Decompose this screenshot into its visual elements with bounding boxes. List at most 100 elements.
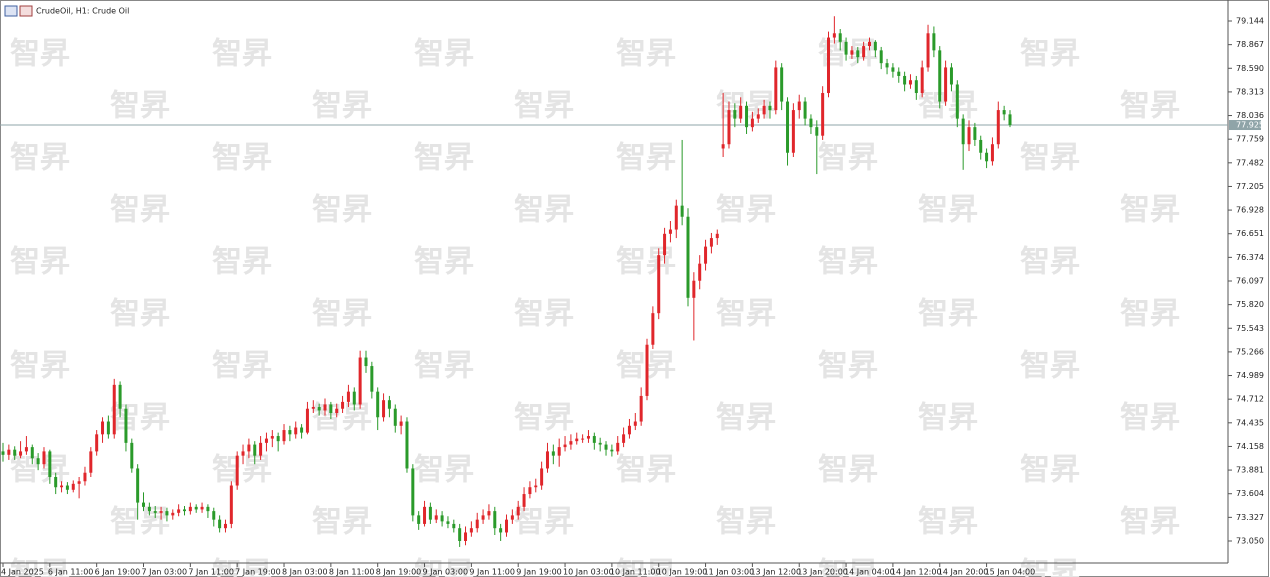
watermark: 智昇 [818,245,878,280]
watermark: 智昇 [110,505,170,540]
candle-body [663,233,667,256]
candle-body [77,481,81,484]
candle-body [36,458,40,465]
x-tick-label: 6 Jan 19:00 [95,568,141,577]
candle-body [458,528,462,541]
watermark: 智昇 [414,245,474,280]
x-tick-label: 14 Jan 20:00 [938,568,989,577]
candle-body [428,506,432,520]
watermark: 智昇 [10,141,70,176]
x-tick-label: 9 Jan 03:00 [423,568,469,577]
candle-body [745,105,749,128]
candle-body [967,127,971,145]
candle-body [791,110,795,153]
candle-body [867,41,871,47]
chart-title: CrudeOil, H1: Crude Oil [36,7,129,16]
y-tick-label: 75.820 [1236,300,1264,309]
candle-body [873,41,877,51]
watermark: 智昇 [110,89,170,124]
watermark: 智昇 [1120,505,1180,540]
candle-body [885,63,889,68]
candle-body [253,444,257,456]
candle-body [1008,114,1012,126]
candle-body [996,110,1000,145]
candle-body [136,468,140,503]
candle-body [528,487,532,495]
candle-body [786,101,790,153]
candle-body [774,67,778,111]
candle-body [270,436,274,439]
watermark: 智昇 [1020,37,1080,72]
watermark: 智昇 [212,37,272,72]
candle-body [7,449,11,455]
watermark: 智昇 [918,401,978,436]
candle-body [680,205,684,217]
watermark: 智昇 [616,37,676,72]
watermark: 智昇 [616,141,676,176]
candle-body [926,33,930,68]
candle-body [235,455,239,486]
candle-body [499,528,503,533]
x-tick-label: 10 Jan 19:00 [657,568,708,577]
watermark: 智昇 [110,297,170,332]
candle-body [862,46,866,58]
candle-body [177,509,181,513]
candle-body [522,494,526,507]
x-tick-label: 7 Jan 19:00 [235,568,281,577]
watermark: 智昇 [818,349,878,384]
y-tick-label: 77.482 [1236,158,1264,167]
candle-body [903,75,907,85]
y-tick-label: 79.144 [1236,17,1264,26]
y-tick-label: 78.867 [1236,40,1264,49]
candle-body [24,447,28,452]
candle-body [955,84,959,119]
candle-body [341,401,345,409]
x-tick-label: 7 Jan 03:00 [142,568,188,577]
candle-body [42,451,46,465]
candle-body [352,391,356,405]
watermark: 智昇 [1020,557,1080,577]
watermark: 智昇 [312,505,372,540]
watermark: 智昇 [414,37,474,72]
candle-body [598,442,602,445]
candle-body [592,436,596,443]
candle-body [545,451,549,469]
y-tick-label: 77.759 [1236,135,1264,144]
x-tick-label: 7 Jan 11:00 [188,568,234,577]
watermark: 智昇 [212,349,272,384]
y-tick-label: 73.050 [1236,536,1264,545]
watermark: 智昇 [10,37,70,72]
x-tick-label: 8 Jan 19:00 [376,568,422,577]
candle-body [329,404,333,413]
x-tick-label: 9 Jan 19:00 [516,568,562,577]
candle-body [575,438,579,442]
candle-body [844,41,848,55]
candle-body [241,451,245,456]
candle-body [616,442,620,452]
candle-body [30,447,34,459]
y-tick-label: 76.097 [1236,276,1264,285]
y-tick-label: 76.928 [1236,206,1264,215]
candle-body [387,400,391,409]
candle-body [417,515,421,524]
candle-body [985,152,989,162]
y-tick-label: 74.158 [1236,442,1264,451]
candle-body [247,444,251,452]
candle-body [13,449,17,456]
candle-body [803,101,807,119]
candle-body [393,408,397,426]
candle-body [305,408,309,433]
candle-body [200,506,204,510]
x-tick-label: 13 Jan 20:00 [797,568,848,577]
candle-body [668,229,672,234]
watermark: 智昇 [10,453,70,488]
candle-body [762,105,766,115]
candle-body [838,33,842,42]
candle-body [581,438,585,440]
watermark: 智昇 [212,453,272,488]
candle-body [610,449,614,452]
candle-body [182,509,186,512]
candle-body [692,280,696,298]
watermark: 智昇 [1020,453,1080,488]
